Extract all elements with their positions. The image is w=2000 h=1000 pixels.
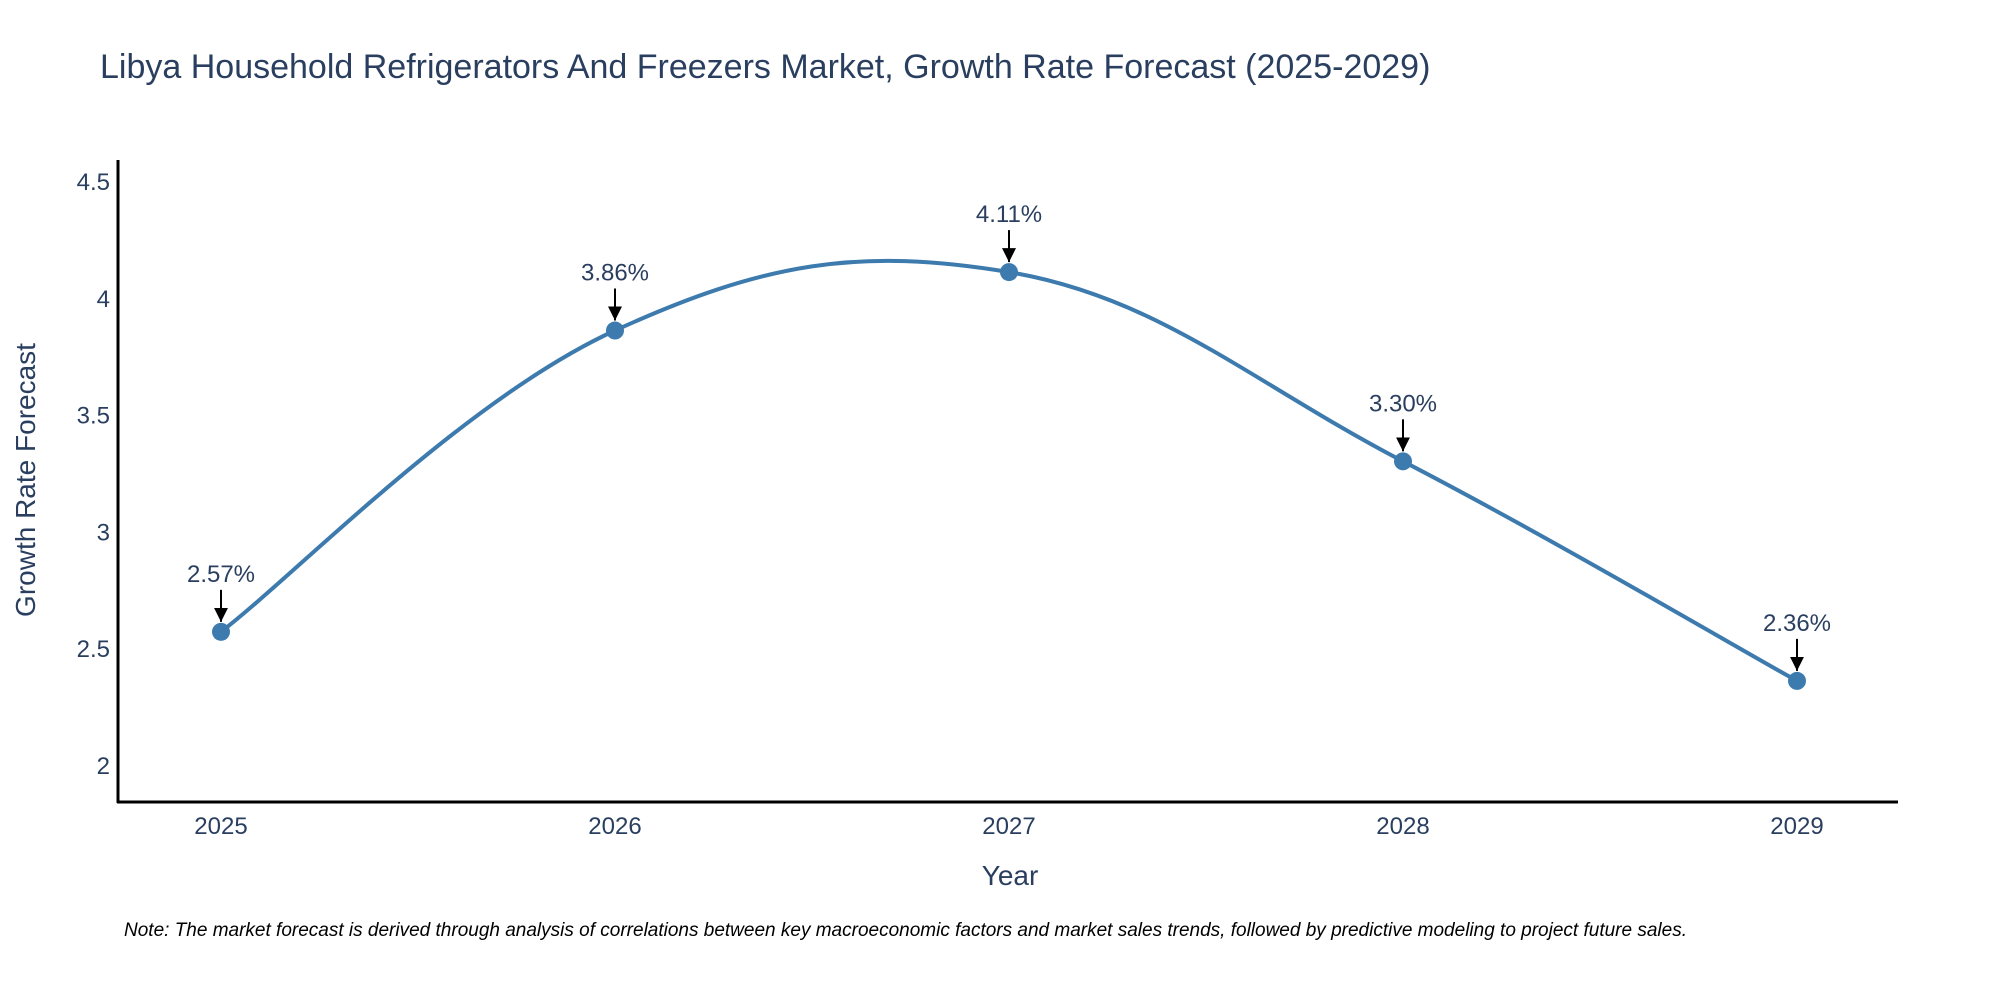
data-point <box>1000 263 1018 282</box>
data-label: 4.11% <box>976 201 1042 228</box>
data-label: 2.57% <box>187 561 255 588</box>
x-tick-label: 2026 <box>588 813 641 840</box>
data-label: 3.30% <box>1369 390 1437 417</box>
x-tick-label: 2028 <box>1376 813 1429 840</box>
x-tick-label: 2027 <box>982 813 1035 840</box>
footnote: Note: The market forecast is derived thr… <box>124 920 1687 941</box>
x-tick-label: 2029 <box>1770 813 1823 840</box>
chart-title: Libya Household Refrigerators And Freeze… <box>100 48 1431 86</box>
data-label: 2.36% <box>1763 610 1831 637</box>
data-point <box>1394 452 1412 471</box>
y-tick-label: 4.5 <box>77 169 110 196</box>
y-tick-label: 3 <box>97 519 110 546</box>
y-tick-label: 2.5 <box>77 636 110 663</box>
series-line <box>219 258 1798 683</box>
data-point <box>212 622 230 641</box>
data-label: 3.86% <box>581 260 649 287</box>
y-tick-label: 3.5 <box>77 403 110 430</box>
x-axis-title: Year <box>981 860 1039 891</box>
x-tick-label: 2025 <box>194 813 247 840</box>
data-point <box>1788 671 1806 690</box>
y-tick-label: 4 <box>97 286 110 313</box>
y-axis-title: Growth Rate Forecast <box>10 343 41 617</box>
y-tick-label: 2 <box>97 753 110 780</box>
data-point <box>606 321 624 340</box>
